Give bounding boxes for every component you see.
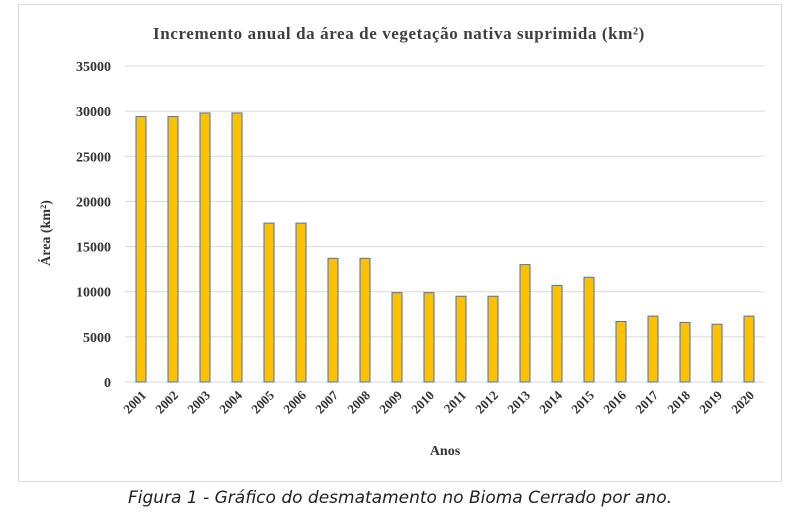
x-tick-label: 2017 bbox=[632, 387, 661, 416]
bar-2008 bbox=[359, 257, 371, 383]
y-tick-label: 35000 bbox=[76, 60, 111, 75]
y-tick-label: 0 bbox=[104, 376, 111, 391]
bar-2014 bbox=[551, 284, 563, 383]
gridlines bbox=[125, 65, 765, 383]
bar-2012 bbox=[487, 295, 499, 383]
x-tick-label: 2011 bbox=[441, 388, 469, 416]
x-tick-label: 2012 bbox=[472, 388, 501, 417]
x-tick-label: 2004 bbox=[216, 387, 245, 416]
bar-2013 bbox=[519, 264, 531, 383]
y-axis-label: Área (km²) bbox=[37, 200, 54, 266]
y-tick-label: 5000 bbox=[83, 331, 111, 346]
x-axis-label: Anos bbox=[430, 444, 461, 459]
bar-2002 bbox=[167, 116, 179, 383]
x-tick-label: 2010 bbox=[408, 388, 437, 417]
x-tick-label: 2009 bbox=[376, 387, 405, 416]
x-tick-label: 2015 bbox=[568, 387, 597, 416]
y-tick-label: 20000 bbox=[76, 195, 111, 210]
x-tick-label: 2005 bbox=[248, 387, 277, 416]
x-tick-label: 2007 bbox=[312, 387, 341, 416]
bar-2005 bbox=[263, 222, 275, 383]
x-tick-label: 2016 bbox=[600, 387, 629, 416]
x-tick-label: 2019 bbox=[696, 387, 725, 416]
y-axis-ticks: 0 5000 10000 15000 20000 25000 30000 35000 bbox=[76, 60, 111, 391]
x-axis-ticks: 2001 2002 2003 2004 2005 2006 2007 2008 2009 2010… bbox=[120, 387, 757, 416]
bar-2019 bbox=[711, 323, 723, 383]
bar-2017 bbox=[647, 315, 659, 383]
x-tick-label: 2008 bbox=[344, 387, 373, 416]
x-tick-label: 2001 bbox=[120, 388, 149, 417]
x-tick-label: 2020 bbox=[728, 388, 757, 417]
x-tick-label: 2014 bbox=[536, 387, 565, 416]
figure-caption: Figura 1 - Gráfico do desmatamento no Bi… bbox=[127, 488, 673, 508]
y-tick-label: 25000 bbox=[76, 150, 111, 165]
x-tick-label: 2006 bbox=[280, 387, 309, 416]
chart-title: Incremento anual da área de vegetação na… bbox=[153, 24, 645, 43]
bar-2015 bbox=[583, 276, 595, 383]
x-tick-label: 2003 bbox=[184, 387, 213, 416]
bar-2011 bbox=[455, 295, 467, 383]
bar-2004 bbox=[231, 112, 243, 383]
bar-2006 bbox=[295, 222, 307, 383]
y-tick-label: 30000 bbox=[76, 105, 111, 120]
bar-2020 bbox=[743, 315, 755, 383]
y-tick-label: 10000 bbox=[76, 286, 111, 301]
y-tick-label: 15000 bbox=[76, 241, 111, 256]
x-tick-label: 2013 bbox=[504, 387, 533, 416]
bar-2016 bbox=[615, 321, 627, 383]
chart-frame: Incremento anual da área de vegetação na… bbox=[18, 4, 782, 482]
x-tick-label: 2018 bbox=[664, 387, 693, 416]
x-tick-label: 2002 bbox=[152, 388, 181, 417]
bar-2010 bbox=[423, 292, 435, 383]
bar-2003 bbox=[199, 112, 211, 383]
bars bbox=[135, 112, 755, 383]
bar-2007 bbox=[327, 257, 339, 383]
bar-2001 bbox=[135, 116, 147, 383]
bar-chart: Incremento anual da área de vegetação na… bbox=[37, 24, 765, 459]
bar-2009 bbox=[391, 292, 403, 383]
bar-2018 bbox=[679, 321, 691, 383]
